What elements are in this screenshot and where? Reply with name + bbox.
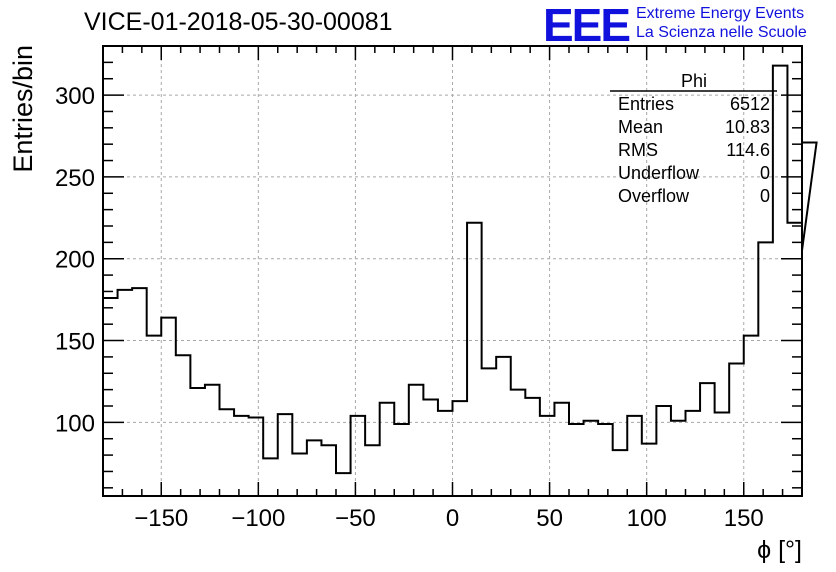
y-tick-label: 250 [55,165,95,192]
stats-value: 0 [760,163,770,183]
x-tick-label: −50 [335,505,376,532]
stats-label: Entries [618,94,674,114]
stats-value: 6512 [730,94,770,114]
stats-value: 114.6 [726,140,770,160]
eee-logo: EEE [543,0,631,51]
stats-label: RMS [618,140,658,160]
x-tick-label: 0 [446,505,459,532]
y-tick-label: 200 [55,247,95,274]
chart-title: VICE-01-2018-05-30-00081 [84,8,393,36]
stats-label: Mean [618,117,663,137]
stats-box: Phi Entries 6512 Mean 10.83 RMS 114.6 Underflow… [610,71,777,206]
grid-lines [103,46,802,496]
logo-line-1: Extreme Energy Events [636,5,805,22]
stats-value: 10.83 [725,117,770,137]
histogram-line [103,64,818,475]
y-tick-label: 100 [55,410,95,437]
x-axis-label: ϕ [°] [757,536,802,564]
x-tick-label: −150 [134,505,188,532]
y-tick-labels: 100 150 200 250 300 [55,83,95,437]
stats-title: Phi [681,71,707,91]
x-tick-label: −100 [231,505,285,532]
y-tick-label: 150 [55,329,95,356]
x-tick-label: 100 [627,505,667,532]
stats-label: Overflow [618,186,690,206]
x-tick-labels: −150 −100 −50 0 50 100 150 [134,505,764,532]
y-tick-label: 300 [55,83,95,110]
x-tick-label: 50 [536,505,563,532]
stats-value: 0 [760,186,770,206]
stats-label: Underflow [618,163,700,183]
axis-ticks [102,46,803,496]
y-axis-label: Entries/bin [8,45,38,173]
x-tick-label: 150 [724,505,764,532]
logo-line-2: La Scienza nelle Scuole [636,24,807,41]
